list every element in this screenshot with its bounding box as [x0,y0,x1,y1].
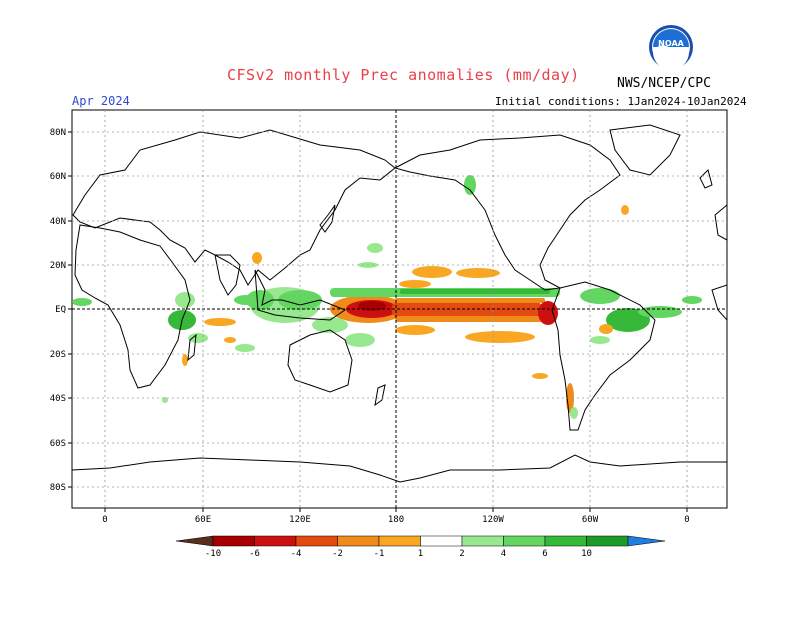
lat-label: 80S [50,483,66,493]
colorbar-label: -4 [291,549,302,559]
lon-label: 120W [482,515,504,525]
colorbar-label: -10 [205,549,221,559]
lat-label: 40S [50,394,66,404]
colorbar-label: 6 [542,549,547,559]
colorbar-segment [586,535,629,547]
colorbar-label: 4 [501,549,506,559]
noaa-logo-icon: NOAA [649,25,693,70]
lat-label: 80N [50,128,66,138]
lon-label: 60W [582,515,599,525]
initial-conditions-label: Initial conditions: 1Jan2024-10Jan2024 [495,95,747,108]
colorbar-segment [420,535,463,547]
colorbar-segment [503,535,546,547]
colorbar-label: 2 [459,549,464,559]
agency-label: NWS/NCEP/CPC [617,76,711,91]
svg-text:NOAA: NOAA [658,39,684,48]
valid-month-label: Apr 2024 [72,94,130,108]
lat-label: 20S [50,350,66,360]
lat-labels: 80N 60N 40N 20N EQ 20S 40S 60S 80S [50,128,66,493]
graticule [72,110,727,508]
lon-label: 60E [195,515,211,525]
colorbar-segment [254,535,297,547]
colorbar-arrow-low [175,535,214,547]
lat-label: 40N [50,217,66,227]
lon-label: 180 [388,515,404,525]
lon-label: 0 [102,515,107,525]
precip-anomaly-map: 80N 60N 40N 20N EQ 20S 40S 60S 80S 0 60E… [50,109,728,525]
colorbar-segment [337,535,380,547]
colorbar-label: 1 [418,549,423,559]
colorbar-segment [544,535,587,547]
colorbar-label: 10 [581,549,592,559]
lat-label: 60N [50,172,66,182]
lat-label: 20N [50,261,66,271]
lat-label: EQ [55,305,66,315]
lon-label: 0 [684,515,689,525]
colorbar-label: -6 [249,549,260,559]
colorbar-segment [378,535,421,547]
lon-labels: 0 60E 120E 180 120W 60W 0 [102,515,689,525]
colorbar-segment [295,535,338,547]
colorbar-label: -1 [374,549,385,559]
lon-label: 120E [289,515,311,525]
colorbar-arrow-high [627,535,666,547]
colorbar-segment [461,535,504,547]
lat-label: 60S [50,439,66,449]
colorbar-label: -2 [332,549,343,559]
chart-title: CFSv2 monthly Prec anomalies (mm/day) [227,66,580,84]
colorbar-segment [212,535,255,547]
